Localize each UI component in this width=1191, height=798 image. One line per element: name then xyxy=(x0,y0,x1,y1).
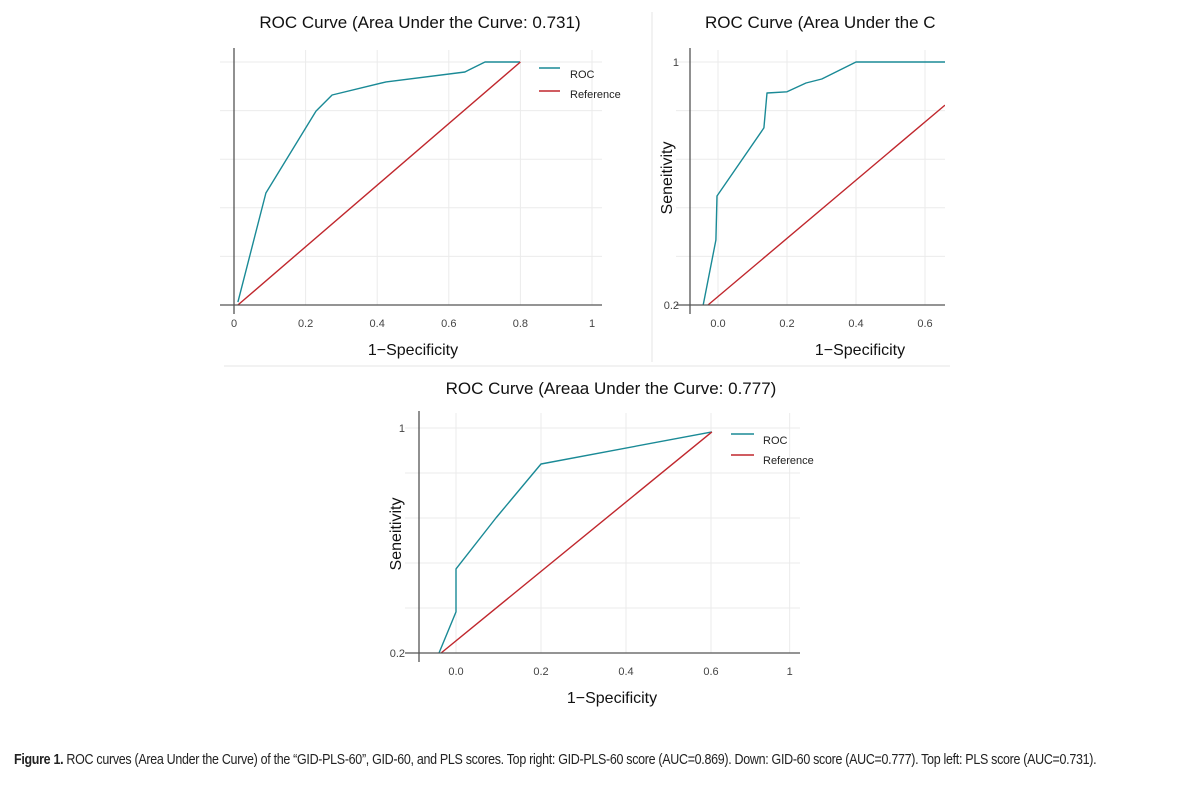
x-tick-label: 1 xyxy=(787,666,793,678)
caption-label: Figure 1. xyxy=(14,752,64,768)
y-axis-label: Seneitivity xyxy=(388,498,405,571)
chart-title: ROC Curve (Area Under the C xyxy=(705,13,936,32)
x-axis-label: 1−Specificity xyxy=(368,342,458,359)
x-tick-label: 1 xyxy=(589,318,595,330)
x-tick-label: 0.4 xyxy=(370,318,385,330)
legend-label-roc: ROC xyxy=(570,69,595,81)
series xyxy=(237,61,521,306)
x-tick-label: 0.6 xyxy=(441,318,456,330)
x-tick-label: 0.6 xyxy=(917,318,932,330)
x-axis-label: 1−Specificity xyxy=(567,690,657,707)
grid xyxy=(405,413,800,654)
figure-caption: Figure 1. ROC curves (Area Under the Cur… xyxy=(14,750,1179,770)
reference-line xyxy=(237,61,521,306)
caption-text: ROC curves (Area Under the Curve) of the… xyxy=(63,752,1097,768)
roc-curve-line xyxy=(237,61,520,303)
chart-title: ROC Curve (Area Under the Curve: 0.731) xyxy=(259,13,580,32)
grid xyxy=(676,50,945,306)
y-tick-label: 1 xyxy=(673,57,679,69)
x-tick-label: 0.2 xyxy=(533,666,548,678)
x-tick-label: 0.0 xyxy=(710,318,725,330)
x-tick-label: 0.2 xyxy=(779,318,794,330)
chart-panel-bottom: ROC Curve (Areaa Under the Curve: 0.777)… xyxy=(388,379,814,707)
legend-label-reference: Reference xyxy=(570,89,621,101)
y-axis-label: Seneitivity xyxy=(659,142,676,215)
tick-labels: 0 0.2 0.4 0.6 0.8 1 xyxy=(231,318,595,330)
roc-curve-line xyxy=(438,431,713,654)
series xyxy=(438,431,713,654)
y-tick-label: 0.2 xyxy=(664,300,679,312)
chart-panel-top-left: ROC Curve (Area Under the Curve: 0.731) … xyxy=(220,13,621,359)
legend-label-reference: Reference xyxy=(763,455,814,467)
x-tick-label: 0.0 xyxy=(448,666,463,678)
legend: ROC Reference xyxy=(539,67,621,101)
axes xyxy=(405,411,800,662)
reference-line xyxy=(707,104,945,306)
axes xyxy=(220,48,602,314)
x-tick-label: 0.6 xyxy=(703,666,718,678)
reference-line xyxy=(440,431,713,654)
chart-title: ROC Curve (Areaa Under the Curve: 0.777) xyxy=(446,379,777,398)
x-tick-label: 0.2 xyxy=(298,318,313,330)
x-tick-label: 0 xyxy=(231,318,237,330)
x-tick-label: 0.8 xyxy=(513,318,528,330)
tick-labels: 0.0 0.2 0.4 0.6 0.2 1 xyxy=(664,57,933,330)
x-axis-label: 1−Specificity xyxy=(815,342,905,359)
x-tick-label: 0.4 xyxy=(618,666,633,678)
tick-labels: 0.0 0.2 0.4 0.6 1 0.2 1 xyxy=(390,423,793,678)
legend-label-roc: ROC xyxy=(763,435,788,447)
x-tick-label: 0.4 xyxy=(848,318,863,330)
legend: ROC Reference xyxy=(731,433,814,467)
y-tick-label: 0.2 xyxy=(390,648,405,660)
grid xyxy=(220,50,602,306)
roc-figure: ROC Curve (Area Under the Curve: 0.731) … xyxy=(220,12,950,707)
roc-curve-line xyxy=(702,61,945,306)
y-tick-label: 1 xyxy=(399,423,405,435)
chart-panel-top-right: ROC Curve (Area Under the C 0.0 0.2 0.4 0.6… xyxy=(659,13,945,359)
series xyxy=(702,61,945,306)
axes xyxy=(676,48,945,314)
